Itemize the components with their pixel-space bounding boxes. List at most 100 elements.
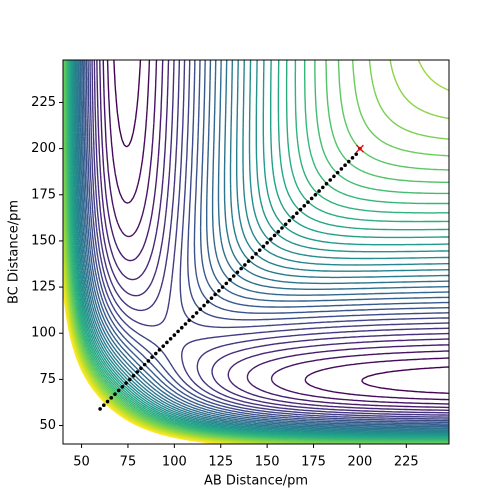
- trajectory-point: [183, 322, 188, 326]
- trajectory-point: [250, 255, 255, 260]
- contour-line: [96, 60, 449, 411]
- contour-line: [77, 60, 449, 430]
- trajectory-point: [235, 270, 240, 275]
- x-tick-label: 200: [348, 455, 373, 470]
- y-axis-label: BC Distance/pm: [7, 200, 22, 304]
- trajectory-point: [239, 266, 243, 271]
- x-tick-label: 150: [255, 455, 280, 470]
- trajectory-point: [257, 248, 262, 252]
- trajectory-point: [224, 281, 229, 286]
- trajectory-point: [191, 314, 195, 319]
- trajectory-point: [120, 384, 125, 389]
- contour-line: [66, 60, 449, 441]
- plot-frame: [62, 59, 450, 445]
- trajectory-point: [335, 170, 340, 175]
- y-tick-label: 100: [31, 326, 56, 341]
- trajectory-point: [328, 178, 333, 182]
- x-tick-label: 75: [120, 455, 137, 470]
- trajectory-point: [213, 292, 217, 297]
- x-tick-label: 100: [162, 455, 187, 470]
- trajectory-point: [168, 336, 173, 341]
- trajectory-point: [298, 207, 303, 212]
- trajectory-point: [321, 185, 325, 190]
- y-tick-label: 150: [31, 233, 56, 248]
- trajectory-point: [139, 366, 143, 371]
- trajectory-point: [116, 388, 121, 393]
- trajectory-point: [157, 348, 162, 352]
- y-tick-label: 225: [31, 95, 56, 110]
- trajectory-point: [269, 237, 273, 241]
- contour-line: [63, 285, 223, 444]
- trajectory-point: [306, 200, 310, 204]
- trajectory-point: [291, 215, 295, 219]
- trajectory-point: [246, 259, 251, 264]
- trajectory-point: [217, 288, 221, 293]
- trajectory-point: [276, 229, 281, 234]
- contour-line: [63, 60, 449, 444]
- x-axis-label: AB Distance/pm: [204, 474, 308, 489]
- contour-line: [89, 60, 449, 418]
- contour-line: [91, 60, 449, 416]
- end-marker-stroke: [355, 144, 364, 153]
- trajectory-point: [109, 396, 114, 400]
- trajectory-point: [102, 403, 106, 408]
- contour-line: [73, 60, 449, 434]
- trajectory-point: [194, 311, 199, 315]
- contour-line: [70, 60, 449, 437]
- y-tick-label: 200: [31, 141, 56, 156]
- trajectory-point: [272, 233, 277, 238]
- contour-line: [75, 60, 449, 432]
- contour-line: [68, 60, 449, 439]
- trajectory-point: [265, 240, 269, 245]
- trajectory-point: [142, 362, 147, 367]
- trajectory-point: [146, 359, 151, 363]
- contour-line: [69, 60, 449, 438]
- trajectory-point: [254, 252, 258, 256]
- trajectory-point: [295, 211, 299, 216]
- trajectory-point: [332, 174, 336, 179]
- trajectory-point: [128, 377, 132, 382]
- trajectory-point: [243, 263, 247, 267]
- trajectory-point: [153, 351, 158, 356]
- contour-line: [63, 276, 232, 444]
- trajectory-point: [220, 285, 225, 289]
- trajectory-point: [150, 355, 154, 360]
- trajectory-point: [313, 192, 318, 197]
- contour-line: [72, 60, 449, 435]
- trajectory-point: [346, 159, 351, 164]
- x-tick-label: 225: [394, 455, 419, 470]
- contour-line: [113, 60, 449, 394]
- trajectory-point: [354, 152, 359, 156]
- contour-line: [63, 240, 268, 444]
- contour-line: [106, 60, 449, 401]
- y-tick-label: 50: [39, 418, 56, 433]
- trajectory-point: [205, 300, 210, 304]
- trajectory-point: [324, 181, 329, 186]
- trajectory-point: [287, 218, 292, 223]
- contour-line: [102, 60, 449, 405]
- end-marker: [355, 144, 364, 153]
- trajectory-point: [309, 196, 314, 201]
- contour-line: [63, 60, 449, 444]
- trajectory-point: [350, 156, 355, 160]
- x-tick-label: 50: [73, 455, 90, 470]
- trajectory-point: [302, 204, 307, 208]
- trajectory-point: [98, 407, 102, 411]
- contour-line: [74, 60, 449, 433]
- contour-line: [84, 60, 449, 424]
- trajectory-point: [228, 277, 232, 282]
- contour-line: [63, 221, 287, 444]
- trajectory-point: [202, 303, 206, 308]
- contour-line: [87, 60, 449, 420]
- trajectory-point: [105, 399, 110, 404]
- contour-layer: [63, 60, 449, 444]
- contour-line: [78, 60, 449, 429]
- trajectory-point: [113, 392, 117, 396]
- trajectory-point: [317, 189, 321, 193]
- trajectory-point: [187, 318, 191, 323]
- contour-line: [99, 60, 449, 409]
- y-tick-label: 75: [39, 372, 56, 387]
- trajectory-point: [209, 296, 214, 300]
- trajectory-point: [231, 274, 236, 278]
